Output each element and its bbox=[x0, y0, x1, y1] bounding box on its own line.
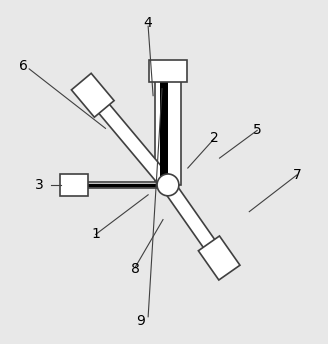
Polygon shape bbox=[198, 236, 240, 280]
Text: 8: 8 bbox=[131, 262, 140, 276]
Text: 3: 3 bbox=[35, 178, 43, 192]
Text: 9: 9 bbox=[136, 314, 145, 328]
Polygon shape bbox=[88, 91, 173, 189]
Polygon shape bbox=[162, 181, 225, 262]
Bar bbox=[149, 60, 187, 82]
Text: 7: 7 bbox=[293, 168, 301, 182]
Text: 2: 2 bbox=[210, 131, 219, 145]
Text: 6: 6 bbox=[19, 59, 28, 73]
Text: 5: 5 bbox=[253, 123, 261, 137]
Bar bbox=[155, 61, 181, 185]
Bar bbox=[60, 174, 88, 196]
Text: 1: 1 bbox=[91, 227, 100, 241]
Text: 4: 4 bbox=[144, 16, 153, 30]
Polygon shape bbox=[72, 73, 114, 117]
Bar bbox=[61, 182, 168, 188]
Circle shape bbox=[157, 174, 179, 196]
Bar bbox=[160, 61, 168, 181]
